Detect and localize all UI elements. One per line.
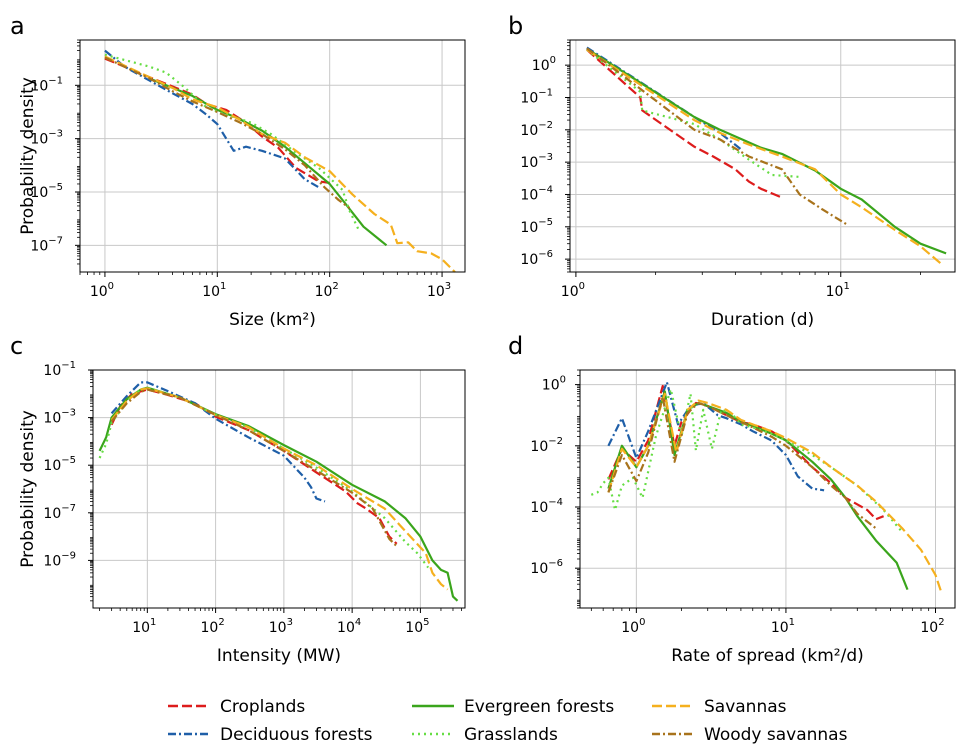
y-tick-label: 10−5	[30, 182, 63, 201]
x-tick-label: 101	[771, 617, 795, 636]
series-deciduous-forests	[586, 46, 742, 151]
plot-frame	[79, 39, 466, 273]
legend-item-woody-savannas: Woody savannas	[652, 725, 848, 745]
y-tick-label: 100	[542, 375, 566, 394]
y-tick-label: 10−1	[520, 87, 553, 106]
series-grasslands	[590, 388, 904, 533]
x-tick-label: 101	[202, 281, 226, 300]
x-tick-label: 100	[90, 281, 114, 300]
x-axis-label: Size (km²)	[229, 310, 316, 330]
series-evergreen-forests	[98, 386, 459, 602]
y-tick-label: 10−1	[43, 360, 76, 379]
series-woody-savannas	[110, 388, 398, 547]
legend-label: Deciduous forests	[220, 725, 373, 745]
series-evergreen-forests	[149, 77, 388, 247]
series-croplands	[110, 388, 398, 545]
series-savannas	[607, 392, 943, 594]
y-tick-label: 10−2	[520, 120, 553, 139]
y-tick-label: 10−3	[43, 408, 76, 427]
legend-item-deciduous-forests: Deciduous forests	[168, 725, 373, 745]
panel-b: 100 101 100 10−1 10−2 10−3 10−4 10−5 10−6 Duratio…	[508, 12, 956, 330]
legend-item-grasslands: Grasslands	[412, 725, 558, 745]
x-tick-label: 101	[132, 617, 156, 636]
panel-a: 100 101 102 103 10−1 10−3 10−5 10−7 Size (km²) Pr…	[10, 12, 466, 330]
y-tick-label: 10−2	[530, 436, 563, 455]
series-savannas	[586, 48, 943, 265]
x-axis-label: Intensity (MW)	[217, 646, 341, 666]
series-croplands	[607, 384, 885, 521]
plot-frame	[92, 369, 466, 609]
y-tick-label: 10−7	[30, 235, 63, 254]
x-tick-label: 105	[405, 617, 429, 636]
series-deciduous-forests	[110, 381, 326, 503]
y-tick-label: 100	[532, 55, 556, 74]
panel-label: c	[10, 332, 23, 360]
series-evergreen-forests	[586, 47, 947, 255]
legend-item-savannas: Savannas	[652, 697, 787, 717]
series-woody-savannas	[607, 395, 877, 530]
x-tick-label: 104	[337, 617, 361, 636]
panel-label: a	[10, 12, 25, 40]
y-tick-label: 10−6	[520, 249, 553, 268]
y-tick-label: 10−5	[43, 455, 76, 474]
x-tick-label: 102	[201, 617, 225, 636]
panel-d: 100 101 102 100 10−2 10−4 10−6 Rate of spread (…	[508, 332, 956, 666]
y-tick-label: 10−9	[43, 550, 76, 569]
legend-label: Woody savannas	[704, 725, 848, 745]
y-tick-label: 10−4	[520, 184, 553, 203]
x-axis-label: Rate of spread (km²/d)	[671, 646, 864, 666]
legend-label: Croplands	[220, 697, 305, 717]
plot-frame	[569, 39, 956, 273]
series-grasslands	[586, 48, 800, 178]
x-tick-label: 100	[621, 617, 645, 636]
panel-c: 101 102 103 104 105 10−1 10−3 10−5 10−7 10−9 Inten…	[10, 332, 466, 666]
series-woody-savannas	[586, 47, 847, 226]
x-tick-label: 103	[269, 617, 293, 636]
y-tick-label: 10−4	[530, 497, 563, 516]
y-axis-label: Probability density	[18, 77, 38, 235]
plot-frame	[579, 369, 956, 609]
legend-label: Savannas	[704, 697, 787, 717]
series-grasslands	[98, 386, 430, 569]
legend-item-croplands: Croplands	[168, 697, 305, 717]
x-tick-label: 100	[561, 281, 585, 300]
x-axis-label: Duration (d)	[711, 310, 814, 330]
x-tick-label: 103	[427, 281, 451, 300]
legend-label: Evergreen forests	[464, 697, 614, 717]
y-tick-label: 10−5	[520, 217, 553, 236]
x-tick-label: 102	[315, 281, 339, 300]
series-savannas	[104, 55, 456, 273]
series-deciduous-forests	[607, 381, 825, 492]
y-axis-label: Probability density	[18, 410, 38, 568]
panel-label: b	[508, 12, 523, 40]
y-tick-label: 10−6	[530, 558, 563, 577]
y-tick-label: 10−3	[520, 152, 553, 171]
series-savannas	[110, 387, 449, 591]
series-grasslands	[104, 53, 360, 230]
x-tick-label: 102	[920, 617, 944, 636]
y-tick-label: 10−1	[30, 75, 63, 94]
y-tick-label: 10−7	[43, 503, 76, 522]
series-woody-savannas	[104, 56, 351, 209]
x-tick-label: 101	[826, 281, 850, 300]
y-tick-label: 10−3	[30, 129, 63, 148]
legend-item-evergreen-forests: Evergreen forests	[412, 697, 614, 717]
legend: Croplands Evergreen forests Savannas Decidu…	[168, 697, 848, 745]
legend-label: Grasslands	[464, 725, 558, 745]
series-deciduous-forests	[104, 49, 320, 189]
panel-label: d	[508, 332, 523, 360]
